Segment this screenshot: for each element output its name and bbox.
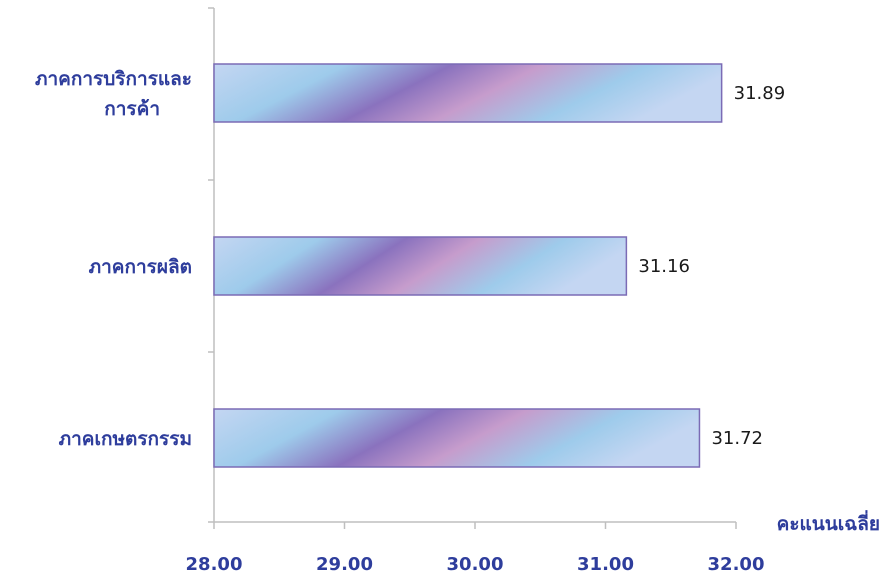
category-label-line: การค้า xyxy=(104,98,160,120)
category-label: ภาคการบริการและการค้า xyxy=(35,68,192,120)
data-label: 31.16 xyxy=(638,256,690,277)
category-label-line: ภาคการบริการและ xyxy=(35,68,192,90)
bar xyxy=(213,63,723,123)
x-tick-label: 32.00 xyxy=(708,554,765,575)
bars xyxy=(213,63,723,468)
category-label: ภาคการผลิต xyxy=(89,256,192,278)
category-label: ภาคเกษตรกรรม xyxy=(59,428,192,450)
category-label-line: ภาคเกษตรกรรม xyxy=(59,428,192,450)
x-tick-label: 30.00 xyxy=(447,554,504,575)
category-label-line: ภาคการผลิต xyxy=(89,256,192,278)
labels: 28.00 29.00 30.00 31.00 32.00 คะแนนเฉลี่ย 31.8… xyxy=(35,68,880,575)
data-label: 31.89 xyxy=(734,83,786,104)
bar xyxy=(213,408,701,468)
x-axis-title: คะแนนเฉลี่ย xyxy=(777,510,880,535)
x-tick-label: 31.00 xyxy=(577,554,634,575)
data-label: 31.72 xyxy=(711,428,763,449)
x-tick-label: 29.00 xyxy=(316,554,373,575)
bar xyxy=(213,236,628,296)
x-tick-label: 28.00 xyxy=(186,554,243,575)
